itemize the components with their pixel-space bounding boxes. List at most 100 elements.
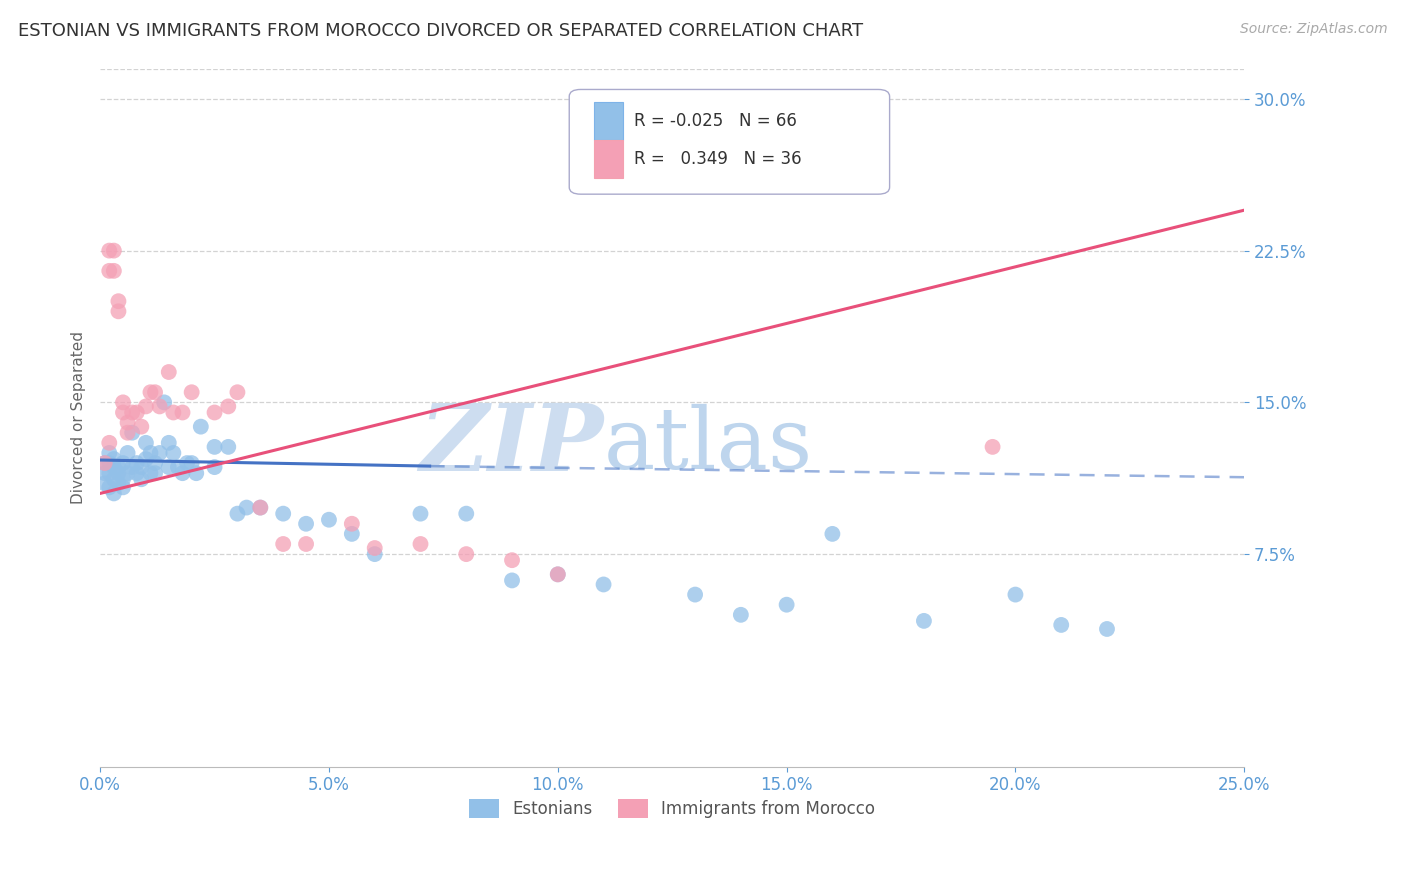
Point: [111, 472, 134, 486]
Point: [103, 244, 125, 258]
Point: [139, 385, 162, 400]
Point: [340, 527, 363, 541]
Point: [103, 486, 125, 500]
Point: [135, 400, 157, 414]
Point: [131, 419, 153, 434]
Text: R = -0.025   N = 66: R = -0.025 N = 66: [634, 112, 797, 130]
Point: [125, 456, 148, 470]
Point: [730, 607, 752, 622]
Point: [131, 472, 153, 486]
Point: [501, 574, 523, 588]
Point: [180, 385, 202, 400]
Point: [103, 452, 125, 467]
Point: [217, 440, 239, 454]
Point: [107, 294, 129, 309]
Point: [107, 460, 129, 475]
Point: [172, 466, 194, 480]
Point: [456, 507, 478, 521]
Text: Source: ZipAtlas.com: Source: ZipAtlas.com: [1240, 22, 1388, 37]
Point: [98, 466, 121, 480]
Point: [190, 419, 212, 434]
Point: [111, 480, 134, 494]
Point: [204, 460, 226, 475]
Point: [139, 446, 162, 460]
Text: ZIP: ZIP: [419, 401, 603, 491]
Point: [981, 440, 1004, 454]
Point: [93, 456, 115, 470]
Point: [176, 456, 198, 470]
Point: [775, 598, 797, 612]
Point: [98, 456, 121, 470]
Text: ESTONIAN VS IMMIGRANTS FROM MOROCCO DIVORCED OR SEPARATED CORRELATION CHART: ESTONIAN VS IMMIGRANTS FROM MOROCCO DIVO…: [18, 22, 863, 40]
Point: [235, 500, 257, 515]
Point: [149, 400, 172, 414]
Point: [93, 456, 115, 470]
Point: [157, 365, 180, 379]
Point: [271, 537, 294, 551]
Point: [162, 405, 184, 419]
Point: [295, 516, 318, 531]
Point: [149, 446, 172, 460]
Point: [912, 614, 935, 628]
FancyBboxPatch shape: [569, 89, 890, 194]
Point: [117, 416, 139, 430]
Point: [93, 466, 115, 480]
Point: [249, 500, 271, 515]
Point: [153, 395, 176, 409]
Point: [117, 446, 139, 460]
Point: [167, 460, 190, 475]
Point: [162, 446, 184, 460]
Legend: Estonians, Immigrants from Morocco: Estonians, Immigrants from Morocco: [463, 792, 882, 824]
Point: [547, 567, 569, 582]
Point: [226, 507, 249, 521]
Point: [409, 537, 432, 551]
Point: [157, 460, 180, 475]
Point: [107, 476, 129, 491]
Point: [1050, 618, 1073, 632]
Point: [139, 466, 162, 480]
Point: [93, 476, 115, 491]
Point: [103, 264, 125, 278]
Text: atlas: atlas: [603, 404, 813, 487]
Point: [121, 405, 143, 419]
Bar: [595, 140, 623, 178]
Point: [318, 513, 340, 527]
Point: [1095, 622, 1118, 636]
Point: [117, 466, 139, 480]
Point: [98, 446, 121, 460]
Point: [249, 500, 271, 515]
Point: [501, 553, 523, 567]
Point: [121, 425, 143, 440]
Point: [98, 480, 121, 494]
Point: [186, 466, 208, 480]
Point: [143, 385, 166, 400]
Point: [103, 460, 125, 475]
Bar: [595, 102, 623, 140]
Point: [226, 385, 249, 400]
Point: [125, 466, 148, 480]
Point: [1004, 588, 1026, 602]
Point: [295, 537, 318, 551]
Point: [409, 507, 432, 521]
Point: [683, 588, 706, 602]
Point: [131, 460, 153, 475]
Point: [135, 435, 157, 450]
Point: [364, 547, 387, 561]
Point: [157, 435, 180, 450]
Point: [111, 395, 134, 409]
Point: [592, 577, 614, 591]
Y-axis label: Divorced or Separated: Divorced or Separated: [72, 331, 86, 504]
Point: [271, 507, 294, 521]
Point: [364, 541, 387, 555]
Point: [340, 516, 363, 531]
Text: R =   0.349   N = 36: R = 0.349 N = 36: [634, 150, 801, 169]
Point: [125, 405, 148, 419]
Point: [172, 405, 194, 419]
Point: [547, 567, 569, 582]
Point: [217, 400, 239, 414]
Point: [135, 452, 157, 467]
Point: [121, 460, 143, 475]
Point: [107, 466, 129, 480]
Point: [98, 264, 121, 278]
Point: [98, 435, 121, 450]
